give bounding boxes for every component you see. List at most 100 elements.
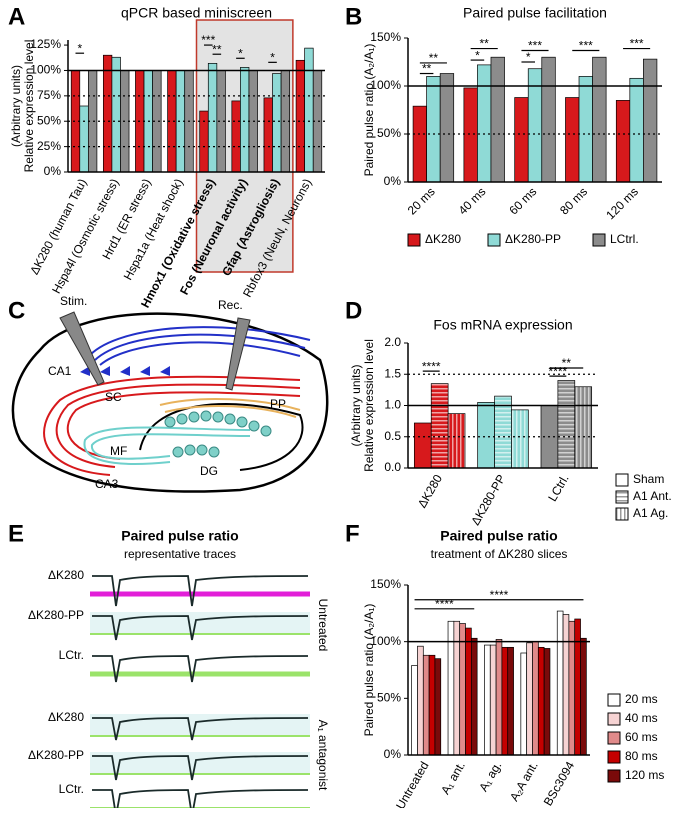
- x-tick-label: A₁ ag.: [476, 759, 504, 794]
- panel-letter: F: [345, 520, 360, 547]
- y-tick-label: 0%: [384, 747, 402, 761]
- dg-outline: [139, 403, 304, 471]
- ca1-cells: [80, 366, 170, 376]
- chart-subtitle: treatment of ΔK280 slices: [431, 547, 568, 561]
- bar: [557, 380, 576, 469]
- bar: [477, 64, 492, 183]
- y-tick-label: 125%: [30, 37, 61, 51]
- x-tick-label: 60 ms: [506, 184, 539, 217]
- bar: [574, 386, 593, 469]
- bar: [514, 97, 529, 183]
- mossy-fibers: [83, 426, 251, 465]
- y-tick-label: 100%: [370, 634, 401, 648]
- slice-outline: [11, 312, 329, 493]
- trace: [92, 789, 309, 813]
- bar: [459, 623, 466, 756]
- x-tick-label: ΔK280-PP: [468, 472, 508, 528]
- y-tick-label: 1.0: [384, 398, 401, 412]
- significance-label: ***: [630, 37, 644, 51]
- significance-label: ****: [490, 588, 509, 602]
- legend-label: ΔK280: [425, 232, 461, 246]
- y-axis-label: (Arbitrary units): [9, 65, 23, 147]
- diagram-label: CA1: [48, 364, 72, 378]
- bar: [295, 59, 306, 173]
- x-tick-label: Hspa1a (Heat shock): [121, 176, 186, 282]
- perforant-path: [159, 397, 301, 418]
- y-axis-label: Paired pulse ratio (A₂/A₁): [362, 44, 376, 177]
- bar: [411, 665, 418, 756]
- diagram-label: DG: [200, 464, 218, 478]
- bar: [428, 654, 436, 756]
- x-tick-label: 20 ms: [405, 184, 438, 217]
- bar: [615, 100, 631, 183]
- traces-panel: E Paired pulse ratio representative trac…: [8, 520, 330, 813]
- x-tick-label: ΔK280 (human Tau): [27, 176, 89, 277]
- legend-label: 120 ms: [625, 768, 664, 782]
- y-tick-label: 50%: [377, 691, 401, 705]
- bar: [426, 76, 441, 183]
- bar: [489, 644, 497, 756]
- bar: [447, 413, 466, 469]
- diagram-label: Rec.: [218, 298, 243, 312]
- trace-label: ΔK280: [48, 568, 84, 582]
- x-tick-label: LCtrl.: [545, 472, 571, 504]
- chart-title: Paired pulse facilitation: [463, 5, 607, 21]
- traces-subtitle: representative traces: [124, 547, 236, 561]
- x-tick-label: 120 ms: [603, 184, 641, 222]
- bar: [434, 658, 442, 756]
- trace-label: LCtr.: [59, 782, 84, 796]
- significance-label: *: [526, 50, 531, 64]
- y-tick-label: 25%: [37, 139, 61, 153]
- y-axis-label: Paired pulse ratio (A₂/A₁): [362, 604, 376, 737]
- y-tick-label: 1.5: [384, 366, 401, 380]
- chart-title: Paired pulse ratio: [440, 528, 557, 544]
- bar: [511, 409, 529, 469]
- trace: [92, 615, 309, 641]
- y-axis-label: Relative expression level: [362, 339, 376, 472]
- bar: [477, 402, 495, 469]
- y-tick-label: 75%: [37, 88, 61, 102]
- chart-title: qPCR based miniscreen: [121, 5, 272, 21]
- bar: [592, 56, 607, 183]
- diagram-label: SC: [105, 390, 122, 404]
- bar: [199, 110, 209, 173]
- rec-electrode: [225, 317, 251, 391]
- trace-label: ΔK280-PP: [28, 608, 84, 622]
- bar: [556, 610, 564, 756]
- diagram-label: PP: [270, 397, 286, 411]
- schaffer-collaterals: [43, 375, 301, 476]
- bar: [470, 637, 478, 756]
- x-tick-label: BSc3094: [541, 759, 578, 808]
- trace: [92, 755, 309, 781]
- bar: [537, 646, 545, 756]
- y-tick-label: 150%: [370, 30, 401, 44]
- legend-swatch: [607, 712, 621, 726]
- y-tick-label: 150%: [370, 577, 401, 591]
- significance-label: **: [562, 356, 572, 370]
- y-tick-label: 50%: [37, 113, 61, 127]
- bar: [578, 76, 593, 183]
- bar: [520, 652, 528, 756]
- significance-label: **: [212, 42, 222, 56]
- legend-swatch: [592, 233, 606, 247]
- legend-label: 20 ms: [625, 692, 658, 706]
- hippocampus-diagram: Stim. Rec. CA1 SC MF PP DG CA3 C: [8, 294, 329, 493]
- group-label: Untreated: [316, 599, 330, 652]
- bar: [541, 56, 556, 183]
- bar: [532, 641, 539, 756]
- legend-swatch: [487, 233, 501, 247]
- y-tick-label: 0.0: [384, 460, 401, 474]
- traces-title: Paired pulse ratio: [121, 528, 238, 544]
- trace: [92, 717, 309, 741]
- significance-label: *: [270, 51, 275, 65]
- legend-swatch: [407, 233, 421, 247]
- panel-letter: B: [345, 3, 362, 30]
- bar: [495, 639, 503, 756]
- diagram-label: CA3: [95, 477, 119, 491]
- y-tick-label: 100%: [30, 63, 61, 77]
- bar: [412, 105, 427, 183]
- y-tick-label: 0.5: [384, 429, 401, 443]
- bar: [304, 47, 314, 173]
- bar: [484, 644, 491, 756]
